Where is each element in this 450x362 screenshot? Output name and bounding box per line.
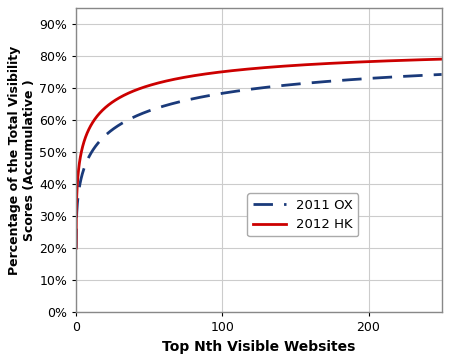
2011 OX: [214, 92, 219, 97]
2011 OX: [439, 72, 444, 77]
2012 HK: [230, 68, 235, 73]
2012 HK: [392, 58, 398, 63]
X-axis label: Top Nth Visible Websites: Top Nth Visible Websites: [162, 340, 356, 354]
2012 HK: [115, 96, 121, 101]
2011 OX: [137, 112, 142, 117]
2011 OX: [432, 73, 437, 77]
2011 OX: [115, 124, 121, 128]
2012 HK: [214, 70, 219, 75]
Line: 2011 OX: 2011 OX: [76, 75, 441, 248]
2011 OX: [73, 246, 79, 250]
2012 HK: [432, 57, 437, 62]
2011 OX: [392, 75, 398, 79]
Line: 2012 HK: 2012 HK: [76, 59, 441, 248]
2011 OX: [230, 90, 235, 94]
2012 HK: [439, 57, 444, 61]
Legend: 2011 OX, 2012 HK: 2011 OX, 2012 HK: [248, 193, 358, 236]
2012 HK: [73, 246, 79, 250]
Y-axis label: Percentage of the Total Visibility
Scores (Accumulative ): Percentage of the Total Visibility Score…: [9, 46, 36, 275]
2012 HK: [137, 87, 142, 91]
